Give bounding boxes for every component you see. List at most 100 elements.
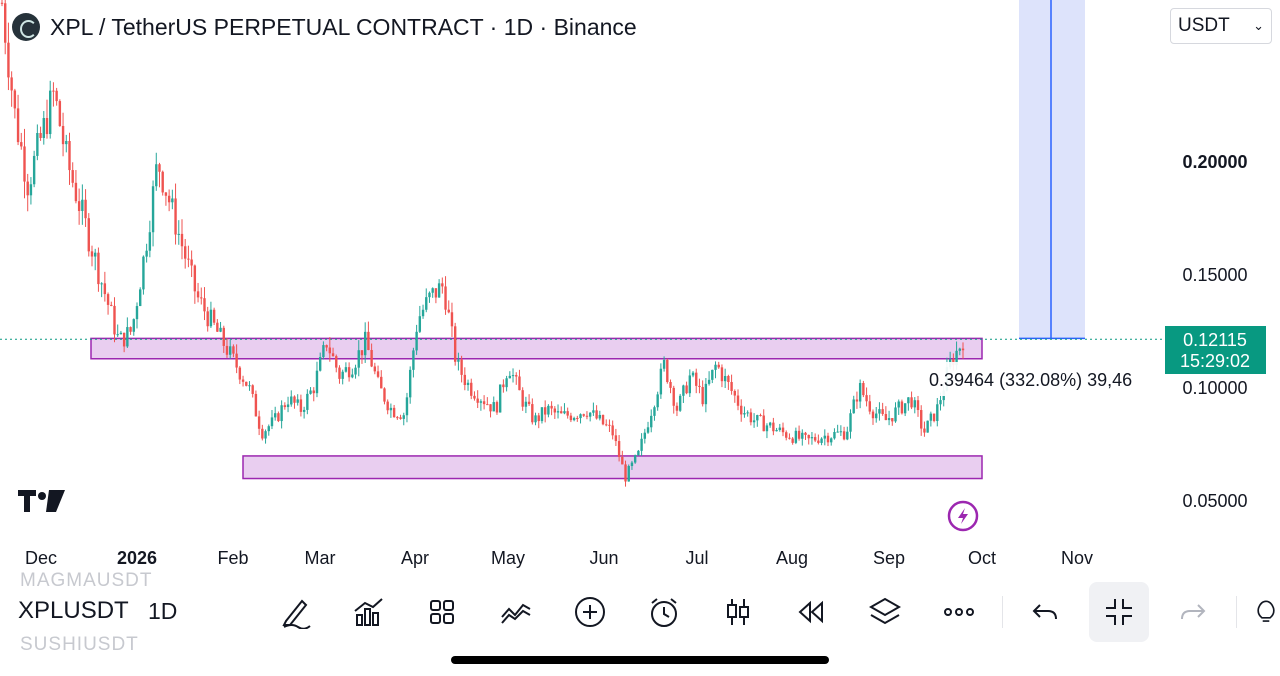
candle-body xyxy=(643,432,647,439)
candle-body xyxy=(396,417,399,419)
candle-body xyxy=(84,199,87,219)
candle-body xyxy=(823,435,826,439)
last-price-value: 0.12115 xyxy=(1183,330,1247,350)
candle-body xyxy=(849,413,852,432)
candle-body xyxy=(495,402,499,413)
candle-body xyxy=(560,411,563,414)
candle-body xyxy=(0,2,4,4)
candle-body xyxy=(553,408,557,413)
candle-body xyxy=(161,171,164,193)
support-zone[interactable] xyxy=(242,455,983,480)
object-tree-button[interactable] xyxy=(858,586,912,638)
candle-body xyxy=(61,125,65,145)
candle-body xyxy=(711,369,714,380)
indicators-button[interactable] xyxy=(341,586,395,638)
candle-body xyxy=(794,430,798,443)
replay-button[interactable] xyxy=(784,586,838,638)
candle-body xyxy=(203,298,206,312)
candle-body xyxy=(158,164,161,172)
chart-type-button[interactable] xyxy=(711,586,765,638)
undo-button[interactable] xyxy=(1018,586,1072,638)
redo-button[interactable] xyxy=(1166,586,1220,638)
candle-body xyxy=(920,410,923,429)
currency-select[interactable]: USDT ⌄ xyxy=(1170,8,1272,44)
candle-body xyxy=(113,305,116,335)
candle-body xyxy=(441,283,444,287)
candle-body xyxy=(296,399,299,403)
candle-body xyxy=(482,401,486,405)
drawing-tool-button[interactable] xyxy=(268,586,322,638)
candle-body xyxy=(897,401,900,408)
time-tick-label: Nov xyxy=(1061,548,1093,568)
lightbulb-icon xyxy=(1257,600,1275,622)
layouts-button[interactable] xyxy=(415,586,469,638)
candle-body xyxy=(363,331,367,356)
candle-body xyxy=(245,381,248,386)
measure-label: 0.39464 (332.08%) 39,46 xyxy=(916,362,1164,396)
candle-body xyxy=(569,415,573,421)
ideas-button[interactable] xyxy=(1252,586,1280,638)
candle-body xyxy=(331,353,335,357)
home-indicator xyxy=(451,656,829,664)
alert-button[interactable] xyxy=(637,586,691,638)
candle-body xyxy=(865,395,868,402)
candle-body xyxy=(16,108,20,143)
candle-body xyxy=(216,322,219,332)
candle-body xyxy=(139,289,142,307)
symbol-logo xyxy=(12,13,40,41)
candle-body xyxy=(286,404,290,408)
candle-body xyxy=(627,466,630,482)
fullscreen-exit-button[interactable] xyxy=(1089,582,1149,642)
candle-body xyxy=(878,409,881,414)
candle-body xyxy=(174,198,177,235)
candle-body xyxy=(145,250,148,257)
chart-title[interactable]: XPL / TetherUS PERPETUAL CONTRACT · 1D ·… xyxy=(50,13,637,40)
more-button[interactable] xyxy=(932,586,986,638)
candle-body xyxy=(836,431,839,433)
candle-body xyxy=(662,359,666,369)
add-button[interactable] xyxy=(563,586,617,638)
candle-body xyxy=(341,371,344,379)
candle-body xyxy=(318,357,322,371)
candle-body xyxy=(415,331,418,351)
candle-body xyxy=(357,350,360,368)
time-axis: Dec 2026 Feb Mar Apr May Jun Jul Aug Sep Oct Nov xyxy=(25,548,1093,568)
measure-range-box[interactable] xyxy=(1019,0,1085,339)
time-tick-label: Dec xyxy=(25,548,57,568)
toolbar-divider-2 xyxy=(1236,596,1237,628)
candle-body xyxy=(347,367,351,378)
resistance-zone[interactable] xyxy=(90,337,983,360)
chart-header: XPL / TetherUS PERPETUAL CONTRACT · 1D ·… xyxy=(12,10,637,44)
candle-body xyxy=(36,132,39,156)
candle-body xyxy=(839,431,843,433)
symbol-picker[interactable]: XPLUSDT xyxy=(18,597,129,624)
candle-body xyxy=(74,182,78,202)
candle-body xyxy=(768,422,772,426)
candle-body xyxy=(206,311,209,327)
candle-body xyxy=(431,288,434,293)
interval-picker[interactable]: 1D xyxy=(148,598,178,624)
candle-body xyxy=(881,409,884,415)
candle-body xyxy=(486,404,489,406)
lightning-icon[interactable] xyxy=(947,500,979,532)
time-tick-label: May xyxy=(491,548,525,568)
price-chart[interactable]: 0.20000 0.15000 0.10000 0.05000 Dec 2026 Feb M… xyxy=(0,0,1280,578)
candle-body xyxy=(875,413,878,419)
candle-body xyxy=(65,141,68,145)
compare-button[interactable] xyxy=(489,586,543,638)
candle-body xyxy=(251,385,254,394)
candle-body xyxy=(907,397,910,404)
candle-body xyxy=(306,393,309,410)
candle-body xyxy=(261,428,264,439)
candle-body xyxy=(376,371,380,377)
candle-body xyxy=(592,410,595,413)
time-tick-label: Apr xyxy=(401,548,429,568)
time-tick-label: Feb xyxy=(217,548,248,568)
candle-body xyxy=(871,411,875,419)
candle-body xyxy=(466,382,470,386)
currency-value: USDT xyxy=(1178,15,1230,36)
candle-body xyxy=(177,233,180,235)
candle-body xyxy=(566,411,569,416)
candle-body xyxy=(110,304,113,306)
candle-body xyxy=(752,420,756,423)
